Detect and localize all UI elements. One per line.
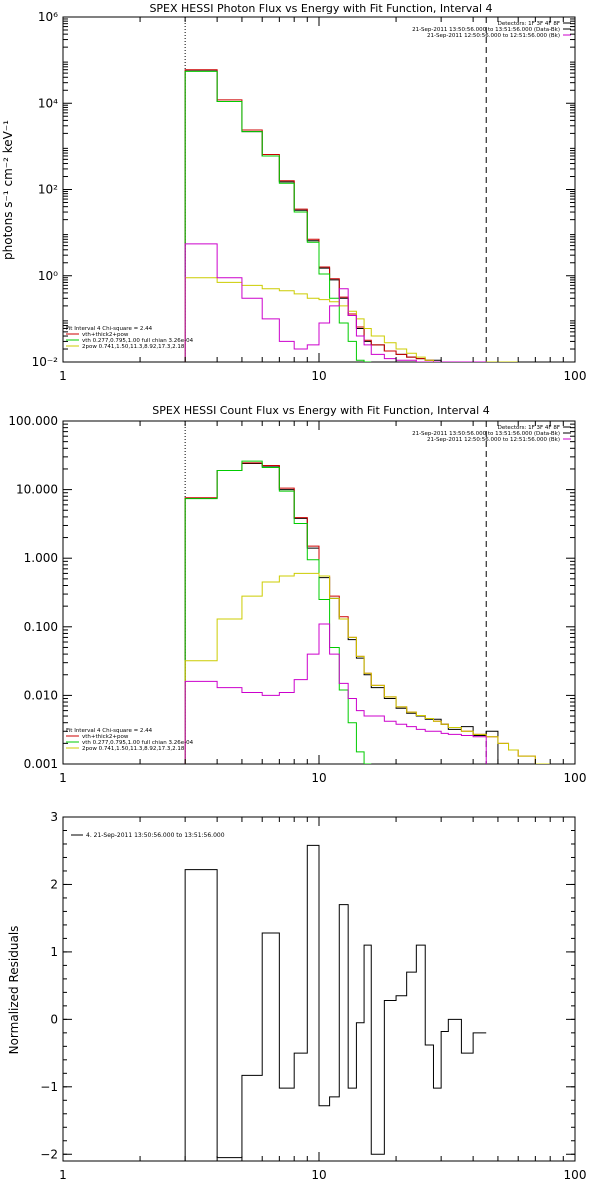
y-axis-label: photons s⁻¹ cm⁻² keV⁻¹ xyxy=(1,120,15,260)
count-flux-panel: SPEX HESSI Count Flux vs Energy with Fit… xyxy=(8,404,586,785)
series-power xyxy=(184,277,519,362)
legend-entry: 21-Sep-2011 13:50:56.000 to 13:51:56.000… xyxy=(412,431,560,437)
x-tick-labels: 1 10 100 xyxy=(59,421,586,785)
series-background xyxy=(184,623,487,764)
y-tick-label: −1 xyxy=(40,1080,58,1094)
panel-title: SPEX HESSI Count Flux vs Energy with Fit… xyxy=(152,404,489,417)
x-tick-label: 100 xyxy=(564,1168,587,1182)
legend-entry: 2pow 0.741,1.50,11.3,8.92,17.3,2.18 xyxy=(82,746,185,752)
x-tick-label: 100 xyxy=(564,771,587,785)
x-tick-label: 10 xyxy=(311,1168,326,1182)
y-tick-labels: −2 −1 0 1 2 3 xyxy=(40,810,575,1161)
plot-frame xyxy=(62,16,576,363)
legend-entry: Detectors: 1F 3F 4F 8F xyxy=(498,21,560,27)
legend-entry: vth 0.277,0.795,1.00 full chian 3.26e-04 xyxy=(82,338,194,344)
series-data xyxy=(184,463,499,764)
legend-bottom-left: Fit Interval 4 Chi-square = 2.44vth+thic… xyxy=(66,326,194,350)
legend-entry: vth 0.277,0.795,1.00 full chian 3.26e-04 xyxy=(82,740,194,746)
y-tick-label: 0.010 xyxy=(24,688,58,702)
photon-flux-panel: SPEX HESSI Photon Flux vs Energy with Fi… xyxy=(1,2,586,383)
legend-entry: 2pow 0.741,1.50,11.3,8.92,17.3,2.18 xyxy=(82,344,185,350)
y-tick-label: 0.001 xyxy=(24,757,58,771)
series-background xyxy=(184,243,487,362)
legend-entry: Detectors: 1F 3F 4F 8F xyxy=(498,425,560,431)
y-tick-label: 10⁻² xyxy=(32,355,59,369)
x-tick-label: 100 xyxy=(564,369,587,383)
series-total xyxy=(184,462,551,764)
plot-marks xyxy=(184,844,487,1161)
legend-entry: Fit Interval 4 Chi-square = 2.44 xyxy=(66,728,153,734)
series-thermal xyxy=(184,70,372,362)
y-tick-label: 3 xyxy=(50,810,58,824)
y-tick-label: 10⁰ xyxy=(38,269,58,283)
y-tick-label: 1 xyxy=(50,945,58,959)
y-tick-label: 1.000 xyxy=(24,551,58,565)
plot-marks xyxy=(184,17,519,362)
y-tick-label: 10² xyxy=(38,183,58,197)
legend-top-left: 4. 21-Sep-2011 13:50:56.000 to 13:51:56.… xyxy=(71,832,225,839)
legend-entry: 4. 21-Sep-2011 13:50:56.000 to 13:51:56.… xyxy=(86,832,225,839)
series-power xyxy=(184,572,551,764)
x-tick-label: 10 xyxy=(311,369,326,383)
plot-marks xyxy=(184,421,551,764)
y-tick-label: 0 xyxy=(50,1012,58,1026)
x-tick-label: 1 xyxy=(59,369,67,383)
legend-entry: 21-Sep-2011 13:50:56.000 to 13:51:56.000… xyxy=(412,27,560,33)
legend-entry: vth+thick2+pow xyxy=(82,734,129,740)
panel-title: SPEX HESSI Photon Flux vs Energy with Fi… xyxy=(149,2,492,15)
x-tick-labels: 1 10 100 xyxy=(59,817,586,1182)
x-tick-label: 10 xyxy=(311,771,326,785)
y-tick-labels: 0.001 0.010 0.100 1.000 10.000 100.000 xyxy=(8,414,575,771)
x-tick-label: 1 xyxy=(59,1168,67,1182)
legend-entry: vth+thick2+pow xyxy=(82,332,129,338)
x-tick-labels: 1 10 100 xyxy=(59,17,586,383)
legend-entry: 21-Sep-2011 12:50:56.000 to 12:51:56.000… xyxy=(427,437,560,443)
y-axis-label: Normalized Residuals xyxy=(7,926,21,1055)
series-total xyxy=(184,69,519,362)
y-tick-label: 10⁴ xyxy=(38,96,58,110)
y-tick-label: 10.000 xyxy=(16,483,58,497)
y-tick-label: 0.100 xyxy=(24,620,58,634)
legend-entry: Fit Interval 4 Chi-square = 2.44 xyxy=(66,326,153,332)
series-residuals xyxy=(184,844,487,1161)
y-tick-label: 10⁶ xyxy=(38,10,58,24)
y-tick-label: 2 xyxy=(50,877,58,891)
y-tick-label: 100.000 xyxy=(8,414,58,428)
y-tick-label: −2 xyxy=(40,1147,58,1161)
series-thermal xyxy=(184,460,372,764)
residuals-panel: Normalized Residuals 4. 21-Sep-2011 13:5… xyxy=(7,810,586,1182)
series-data xyxy=(184,70,498,362)
y-tick-labels: 10⁻² 10⁰ 10² 10⁴ 10⁶ xyxy=(32,10,575,369)
legend-bottom-left: Fit Interval 4 Chi-square = 2.44vth+thic… xyxy=(66,728,194,752)
x-tick-label: 1 xyxy=(59,771,67,785)
legend-entry: 21-Sep-2011 12:50:56.000 to 12:51:56.000… xyxy=(427,33,560,39)
